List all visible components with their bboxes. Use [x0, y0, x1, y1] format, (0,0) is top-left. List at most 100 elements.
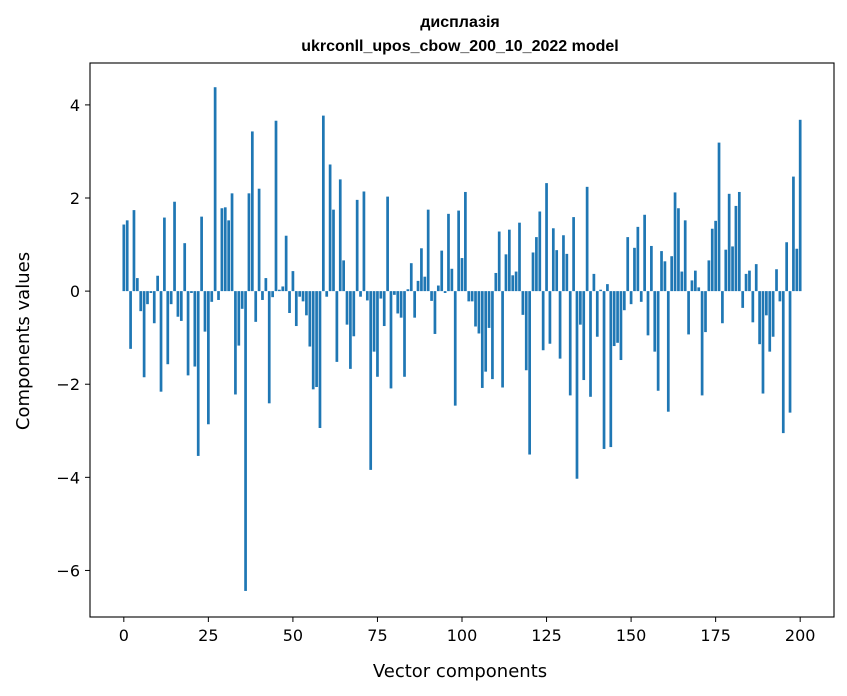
bar-component-175 [714, 220, 717, 292]
bar-component-133 [572, 217, 575, 292]
bar-component-127 [551, 228, 555, 292]
y-tick-label: 0 [70, 282, 80, 301]
bar-component-187 [754, 264, 758, 292]
bar-component-70 [359, 291, 362, 297]
bar-component-15 [173, 201, 176, 292]
bar-component-189 [761, 291, 765, 394]
bar-component-145 [612, 291, 616, 347]
bar-component-104 [474, 291, 477, 327]
bar-component-1 [125, 220, 129, 292]
bar-component-44 [271, 291, 274, 298]
bar-component-186 [751, 291, 755, 323]
bar-component-140 [595, 291, 599, 337]
bar-component-181 [734, 205, 738, 292]
bar-component-39 [254, 291, 258, 322]
bar-component-64 [338, 179, 342, 292]
chart-title-line1: дисплазія [420, 14, 500, 31]
bar-component-137 [585, 186, 589, 292]
bar-component-72 [365, 291, 369, 301]
bar-component-129 [558, 291, 562, 359]
bar-component-174 [710, 228, 714, 292]
bar-component-161 [666, 291, 670, 412]
x-tick-label: 0 [119, 626, 129, 645]
bar-component-92 [433, 291, 437, 334]
bar-component-169 [693, 270, 697, 292]
x-axis-label: Vector components [373, 661, 547, 682]
bar-component-163 [673, 192, 677, 292]
bar-component-94 [440, 250, 444, 292]
bar-component-97 [450, 268, 454, 292]
bar-component-156 [650, 245, 653, 292]
bar-component-108 [487, 291, 491, 328]
bar-component-11 [159, 291, 163, 392]
bar-component-113 [504, 254, 508, 292]
bar-component-130 [562, 235, 565, 292]
bar-component-82 [399, 291, 403, 318]
bar-component-144 [609, 291, 613, 448]
bar-component-158 [656, 291, 660, 391]
y-tick-label: 4 [70, 96, 80, 115]
bar-component-32 [230, 193, 234, 292]
bar-component-6 [142, 291, 146, 378]
bar-component-16 [176, 291, 180, 317]
bar-component-200 [798, 119, 802, 292]
bar-component-85 [409, 263, 413, 292]
bar-component-99 [457, 210, 460, 292]
bar-component-149 [626, 237, 630, 292]
bar-component-37 [247, 193, 251, 292]
x-axis-ticks: 0 25 50 75 100 125 150 175 200 [119, 617, 815, 645]
bar-component-57 [315, 291, 318, 388]
bar-component-60 [325, 291, 329, 297]
bar-component-166 [683, 220, 687, 292]
bar-component-121 [531, 252, 535, 292]
bar-component-50 [291, 271, 295, 292]
bar-component-0 [122, 224, 126, 292]
bar-component-179 [727, 193, 731, 292]
bar-component-42 [264, 278, 268, 292]
bar-component-27 [213, 87, 217, 292]
bar-component-191 [768, 291, 772, 352]
bar-component-152 [636, 226, 640, 292]
bar-component-134 [575, 291, 579, 479]
bar-component-65 [342, 260, 345, 292]
bar-component-13 [166, 291, 170, 365]
bar-component-84 [406, 289, 410, 292]
bar-component-5 [139, 291, 143, 312]
bar-component-52 [298, 291, 302, 297]
bar-component-139 [592, 273, 596, 292]
bar-component-28 [217, 291, 220, 300]
y-tick-label: 2 [70, 189, 80, 208]
bar-component-142 [602, 291, 606, 449]
bar-component-154 [643, 214, 646, 292]
bar-component-58 [318, 291, 322, 428]
bar-component-180 [731, 246, 734, 292]
bar-component-23 [200, 216, 203, 292]
bar-component-19 [186, 291, 190, 376]
bar-component-136 [582, 291, 586, 381]
bar-component-157 [653, 291, 657, 352]
bar-component-78 [386, 196, 389, 292]
bar-component-106 [480, 291, 484, 388]
bar-component-33 [234, 291, 237, 395]
bar-component-29 [220, 208, 224, 292]
bar-component-4 [135, 278, 139, 292]
bar-component-24 [203, 291, 207, 332]
bar-component-26 [210, 291, 214, 302]
bar-component-147 [619, 291, 623, 361]
bar-component-162 [670, 256, 674, 292]
bar-component-164 [677, 208, 680, 292]
bar-component-184 [744, 273, 748, 292]
bar-component-47 [281, 286, 285, 292]
bar-component-193 [775, 269, 778, 292]
bar-component-76 [379, 291, 383, 299]
bar-component-67 [349, 291, 352, 369]
bar-component-45 [274, 120, 278, 292]
bar-component-110 [494, 272, 498, 292]
bar-component-68 [352, 291, 356, 337]
bar-component-51 [294, 291, 298, 327]
bar-component-31 [227, 220, 231, 292]
bar-component-115 [511, 275, 515, 292]
y-axis-label: Components values [13, 252, 34, 430]
bar-component-77 [382, 291, 386, 327]
